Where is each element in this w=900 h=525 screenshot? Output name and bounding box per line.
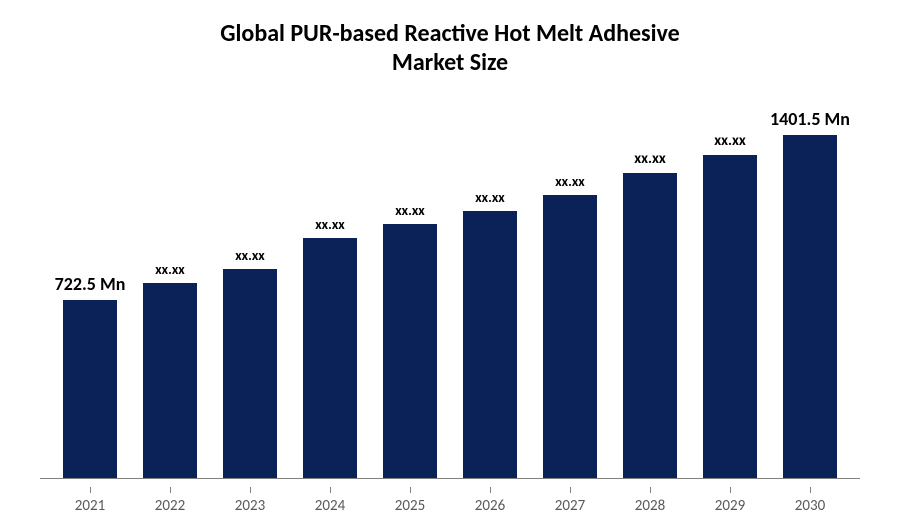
x-label-2024: 2024 [315,497,345,515]
bar-group-2023: xx.xx [210,108,290,478]
x-label-2026: 2026 [475,497,505,515]
bar-value-label-2025: xx.xx [395,202,424,219]
tick-mark [330,487,331,493]
x-label-2030: 2030 [795,497,825,515]
bar-2021 [63,300,117,478]
tick-mark [730,487,731,493]
title-line-1: Global PUR-based Reactive Hot Melt Adhes… [220,20,680,49]
bars-region: 722.5 Mn xx.xx xx.xx xx.xx xx.xx xx.xx xx.xx xx… [40,108,860,479]
bar-2023 [223,269,277,478]
bar-2030 [783,135,837,478]
tick-mark [650,487,651,493]
bar-group-2024: xx.xx [290,108,370,478]
plot-area: 722.5 Mn xx.xx xx.xx xx.xx xx.xx xx.xx xx.xx xx… [40,108,860,515]
tick-mark [90,487,91,493]
bar-2027 [543,195,597,478]
x-axis-labels: 2021 2022 2023 2024 2025 2026 2027 2028 2029 2030 [40,479,860,515]
bar-2024 [303,238,357,478]
x-label-2029: 2029 [715,497,745,515]
chart-title: Global PUR-based Reactive Hot Melt Adhes… [220,20,680,78]
x-label-2027: 2027 [555,497,585,515]
tick-group-2024: 2024 [290,487,370,515]
bar-group-2021: 722.5 Mn [50,108,130,478]
bar-group-2027: xx.xx [530,108,610,478]
bar-2026 [463,211,517,478]
tick-mark [810,487,811,493]
bar-value-label-2021: 722.5 Mn [55,273,126,295]
bar-group-2029: xx.xx [690,108,770,478]
bar-value-label-2023: xx.xx [235,247,264,264]
bar-group-2022: xx.xx [130,108,210,478]
bar-value-label-2022: xx.xx [155,261,184,278]
title-line-2: Market Size [220,49,680,78]
tick-mark [490,487,491,493]
tick-group-2027: 2027 [530,487,610,515]
tick-group-2028: 2028 [610,487,690,515]
x-label-2023: 2023 [235,497,265,515]
chart-container: Global PUR-based Reactive Hot Melt Adhes… [0,0,900,525]
tick-mark [410,487,411,493]
tick-mark [570,487,571,493]
bar-value-label-2027: xx.xx [555,173,584,190]
bar-value-label-2026: xx.xx [475,189,504,206]
tick-group-2030: 2030 [770,487,850,515]
bar-group-2030: 1401.5 Mn [770,108,850,478]
x-label-2025: 2025 [395,497,425,515]
tick-group-2021: 2021 [50,487,130,515]
bar-value-label-2024: xx.xx [315,216,344,233]
bar-group-2025: xx.xx [370,108,450,478]
bar-2028 [623,173,677,478]
tick-group-2023: 2023 [210,487,290,515]
tick-mark [250,487,251,493]
bar-2025 [383,224,437,478]
bar-2029 [703,155,757,478]
tick-group-2026: 2026 [450,487,530,515]
tick-group-2025: 2025 [370,487,450,515]
bar-value-label-2029: xx.xx [714,132,746,150]
tick-group-2022: 2022 [130,487,210,515]
bar-2022 [143,283,197,478]
x-label-2022: 2022 [155,497,185,515]
bar-value-label-2030: 1401.5 Mn [770,108,850,130]
bar-value-label-2028: xx.xx [634,150,666,168]
tick-mark [170,487,171,493]
x-label-2028: 2028 [635,497,665,515]
tick-group-2029: 2029 [690,487,770,515]
x-label-2021: 2021 [75,497,105,515]
bar-group-2026: xx.xx [450,108,530,478]
bar-group-2028: xx.xx [610,108,690,478]
